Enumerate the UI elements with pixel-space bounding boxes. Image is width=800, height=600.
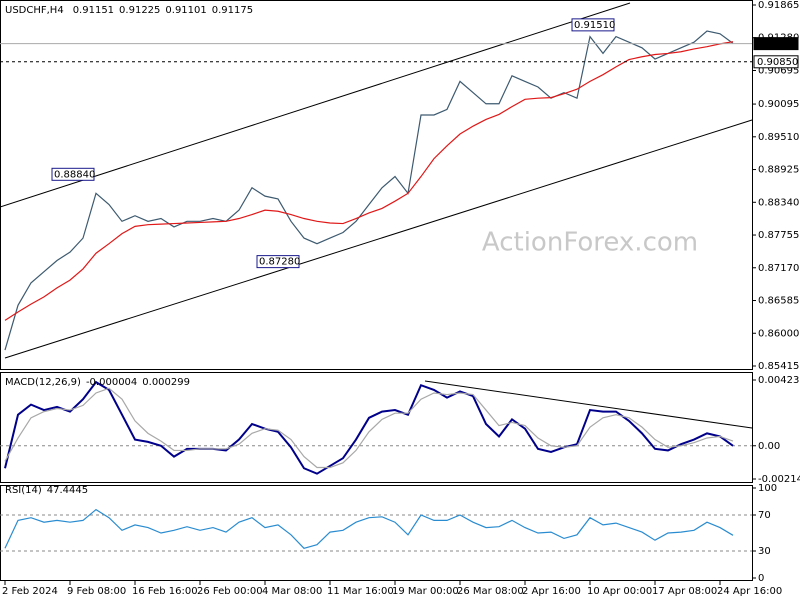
series-line xyxy=(4,41,734,321)
y-tick-label: 100 xyxy=(758,483,777,494)
quote-value: 0.91225 xyxy=(119,5,160,16)
annotation-box xyxy=(256,255,300,269)
x-tick-label: 19 Mar 00:00 xyxy=(392,586,459,597)
indicator-value: 47.4445 xyxy=(47,485,88,496)
price-level-box xyxy=(753,37,799,51)
x-tick-label: 4 Mar 08:00 xyxy=(262,586,322,597)
macd-frame xyxy=(0,372,753,483)
y-tick-label: 0.88925 xyxy=(758,165,799,176)
x-tick-label: 11 Mar 16:00 xyxy=(327,586,394,597)
annotation-box xyxy=(51,167,95,181)
y-tick-label: 30 xyxy=(758,546,771,557)
macd-trendline xyxy=(424,380,753,429)
annotation-box xyxy=(571,18,615,32)
quote-value: 0.91101 xyxy=(165,5,206,16)
x-tick-label: 16 Feb 16:00 xyxy=(132,586,198,597)
series-line xyxy=(4,508,734,549)
panel-title: MACD(12,26,9) xyxy=(5,377,81,388)
x-tick-label: 9 Feb 08:00 xyxy=(67,586,126,597)
y-tick-label: 0.00 xyxy=(758,441,780,452)
x-tick-label: 24 Apr 16:00 xyxy=(717,586,782,597)
y-tick-label: 0.85415 xyxy=(758,361,799,372)
series-line xyxy=(4,380,734,475)
annotation-label: 0.87280 xyxy=(259,257,300,268)
price-frame xyxy=(0,0,753,370)
annotation-label: 0.88840 xyxy=(54,169,95,180)
rsi-frame xyxy=(0,485,753,581)
y-tick-label: 0.87170 xyxy=(758,263,799,274)
watermark: ActionForex.com xyxy=(482,228,698,258)
y-tick-label: -0.002142 xyxy=(758,474,800,485)
y-tick-label: 0.86000 xyxy=(758,328,799,339)
x-tick-label: 2 Feb 2024 xyxy=(2,586,58,597)
y-tick-label: 0.90695 xyxy=(758,65,799,76)
y-tick-label: 0.86585 xyxy=(758,296,799,307)
y-tick-label: 70 xyxy=(758,510,771,521)
x-tick-label: 2 Apr 16:00 xyxy=(522,586,581,597)
series-line xyxy=(4,30,734,351)
y-tick-label: 0.90095 xyxy=(758,99,799,110)
channel-upper xyxy=(0,2,631,208)
price-level-label: 0.91175 xyxy=(757,39,798,50)
y-tick-label: 0.89510 xyxy=(758,132,799,143)
indicator-value: 0.000299 xyxy=(142,377,190,388)
panel-title: USDCHF,H4 xyxy=(5,5,64,16)
series-line xyxy=(4,387,734,469)
x-tick-label: 10 Apr 00:00 xyxy=(587,586,652,597)
price-level-label: 0.90850 xyxy=(757,57,798,68)
x-tick-label: 17 Apr 08:00 xyxy=(652,586,717,597)
panel-title: RSI(14) xyxy=(5,485,42,496)
channel-lower xyxy=(4,119,753,359)
y-tick-label: 0.88340 xyxy=(758,197,799,208)
y-tick-label: 0 xyxy=(758,573,764,584)
annotation-label: 0.91510 xyxy=(574,20,615,31)
indicator-value: -0.000004 xyxy=(86,377,137,388)
y-tick-label: 0.87755 xyxy=(758,230,799,241)
quote-value: 0.91151 xyxy=(73,5,114,16)
x-tick-label: 26 Feb 00:00 xyxy=(197,586,263,597)
y-tick-label: 0.91865 xyxy=(758,0,799,11)
quote-value: 0.91175 xyxy=(212,5,253,16)
x-tick-label: 26 Mar 08:00 xyxy=(457,586,524,597)
y-tick-label: 0.004237 xyxy=(758,375,800,386)
price-level-box xyxy=(753,55,799,69)
